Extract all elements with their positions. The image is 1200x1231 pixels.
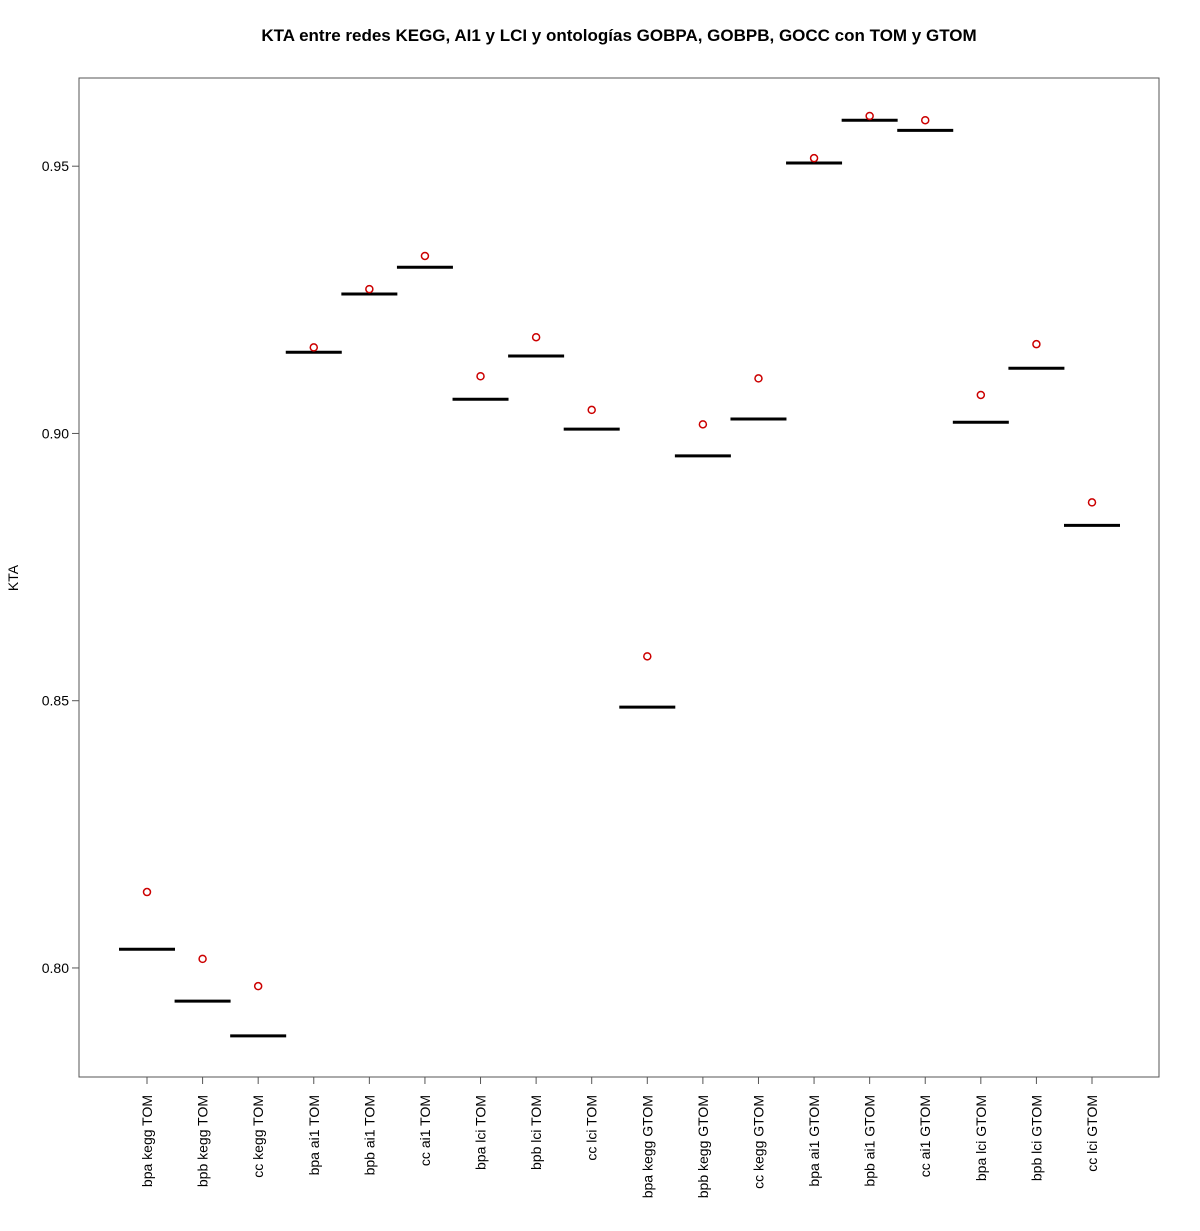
x-tick-label: bpa kegg TOM [139, 1095, 155, 1187]
x-tick-label: cc ai1 TOM [417, 1095, 433, 1166]
highlight-point [476, 372, 485, 381]
x-tick-label: bpa lci TOM [473, 1095, 489, 1170]
x-tick-label: bpb kegg GTOM [695, 1095, 711, 1198]
x-tick-label: cc lci GTOM [1084, 1095, 1100, 1172]
highlight-point [531, 332, 541, 342]
y-axis-label: KTA [5, 564, 21, 591]
highlight-point [420, 251, 430, 261]
plot-frame [78, 77, 1160, 1078]
x-tick-label: bpb ai1 GTOM [862, 1095, 878, 1187]
highlight-point [253, 981, 263, 991]
highlight-point [643, 652, 652, 661]
highlight-point [809, 153, 819, 163]
y-tick-label: 0.80 [42, 960, 69, 976]
x-tick-label: bpa lci GTOM [973, 1095, 989, 1181]
highlight-point [698, 420, 708, 429]
chart-title: KTA entre redes KEGG, AI1 y LCI y ontolo… [261, 26, 976, 45]
x-tick-label: bpb lci GTOM [1028, 1095, 1044, 1181]
highlight-point [1087, 498, 1097, 507]
highlight-point [865, 111, 874, 121]
x-tick-label: bpb lci TOM [528, 1095, 544, 1170]
x-tick-label: bpa kegg GTOM [639, 1095, 655, 1198]
highlight-point [198, 954, 207, 964]
y-tick-label: 0.90 [42, 425, 69, 441]
y-tick-label: 0.95 [42, 158, 69, 174]
highlight-point [142, 887, 152, 897]
x-tick-label: bpa ai1 TOM [306, 1095, 322, 1175]
highlight-point [920, 115, 930, 125]
x-tick-label: bpa ai1 GTOM [806, 1095, 822, 1187]
highlight-point [976, 390, 986, 400]
highlight-point [587, 405, 596, 415]
x-tick-label: cc kegg GTOM [750, 1095, 766, 1189]
highlight-point [1032, 339, 1041, 349]
highlight-point [365, 284, 374, 294]
highlight-point [754, 374, 763, 383]
x-tick-label: bpb ai1 TOM [361, 1095, 377, 1175]
y-tick-label: 0.85 [42, 693, 69, 709]
x-tick-label: bpb kegg TOM [195, 1095, 211, 1187]
highlight-point [309, 343, 319, 352]
x-tick-label: cc lci TOM [584, 1095, 600, 1161]
x-tick-label: cc kegg TOM [250, 1095, 266, 1178]
x-tick-label: cc ai1 GTOM [917, 1095, 933, 1177]
